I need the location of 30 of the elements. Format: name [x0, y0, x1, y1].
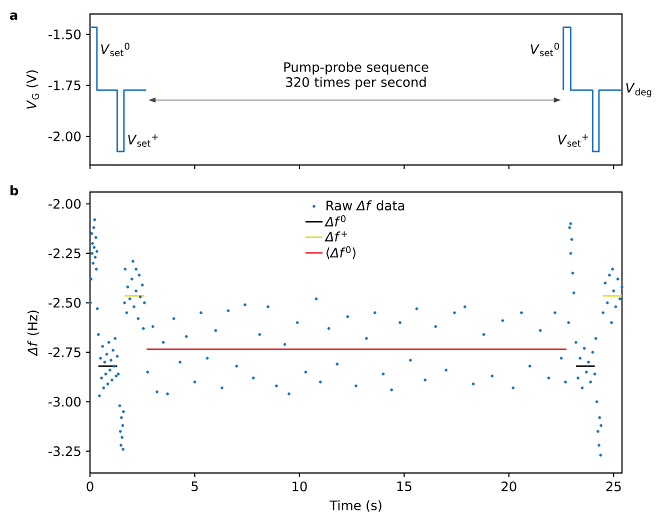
y-tick-label: -2.00 [48, 132, 81, 142]
annotation: V$_{set}$+ [558, 134, 588, 147]
annotation: V$_{set}$0 [530, 42, 560, 56]
y-tick-label: -3.00 [48, 396, 81, 407]
chart-title: a [10, 12, 18, 20]
x-tick-label: 5 [192, 482, 198, 492]
legend-label: Δf$^{0}$ [324, 215, 346, 226]
annotation: V$_{deg}$ [626, 83, 652, 98]
x-tick-label: 0 [86, 482, 94, 492]
x-tick-label: 15 [397, 482, 412, 492]
legend-label: Raw Δf data [326, 200, 404, 210]
annotation: Pump-probe sequence 320 times per second [284, 62, 428, 90]
x-tick-label: 25 [606, 482, 621, 492]
x-tick-label: 20 [502, 482, 516, 492]
x-axis-title: Time (s) [330, 500, 382, 512]
annotation: V$_{set}$+ [128, 134, 158, 147]
y-axis-title: Δf (Hz) [27, 310, 39, 356]
legend-label: ⟨Δf$^{0}$⟩ [326, 246, 356, 260]
y-axis-title: V$_{G}$ (V) [26, 70, 39, 109]
y-tick-label: -2.00 [48, 198, 81, 209]
y-tick-label: -2.75 [48, 347, 80, 358]
annotation: V$_{set}$0 [101, 42, 130, 56]
y-tick-label: -3.25 [48, 446, 80, 456]
y-tick-label: -1.75 [48, 80, 80, 90]
legend-label: Δf$^{+}$ [324, 231, 348, 242]
x-tick-label: 10 [292, 482, 307, 492]
chart-title: b [10, 185, 18, 196]
y-tick-label: -2.50 [48, 298, 81, 308]
y-tick-label: -1.50 [48, 29, 81, 40]
y-tick-label: -2.25 [48, 248, 80, 258]
